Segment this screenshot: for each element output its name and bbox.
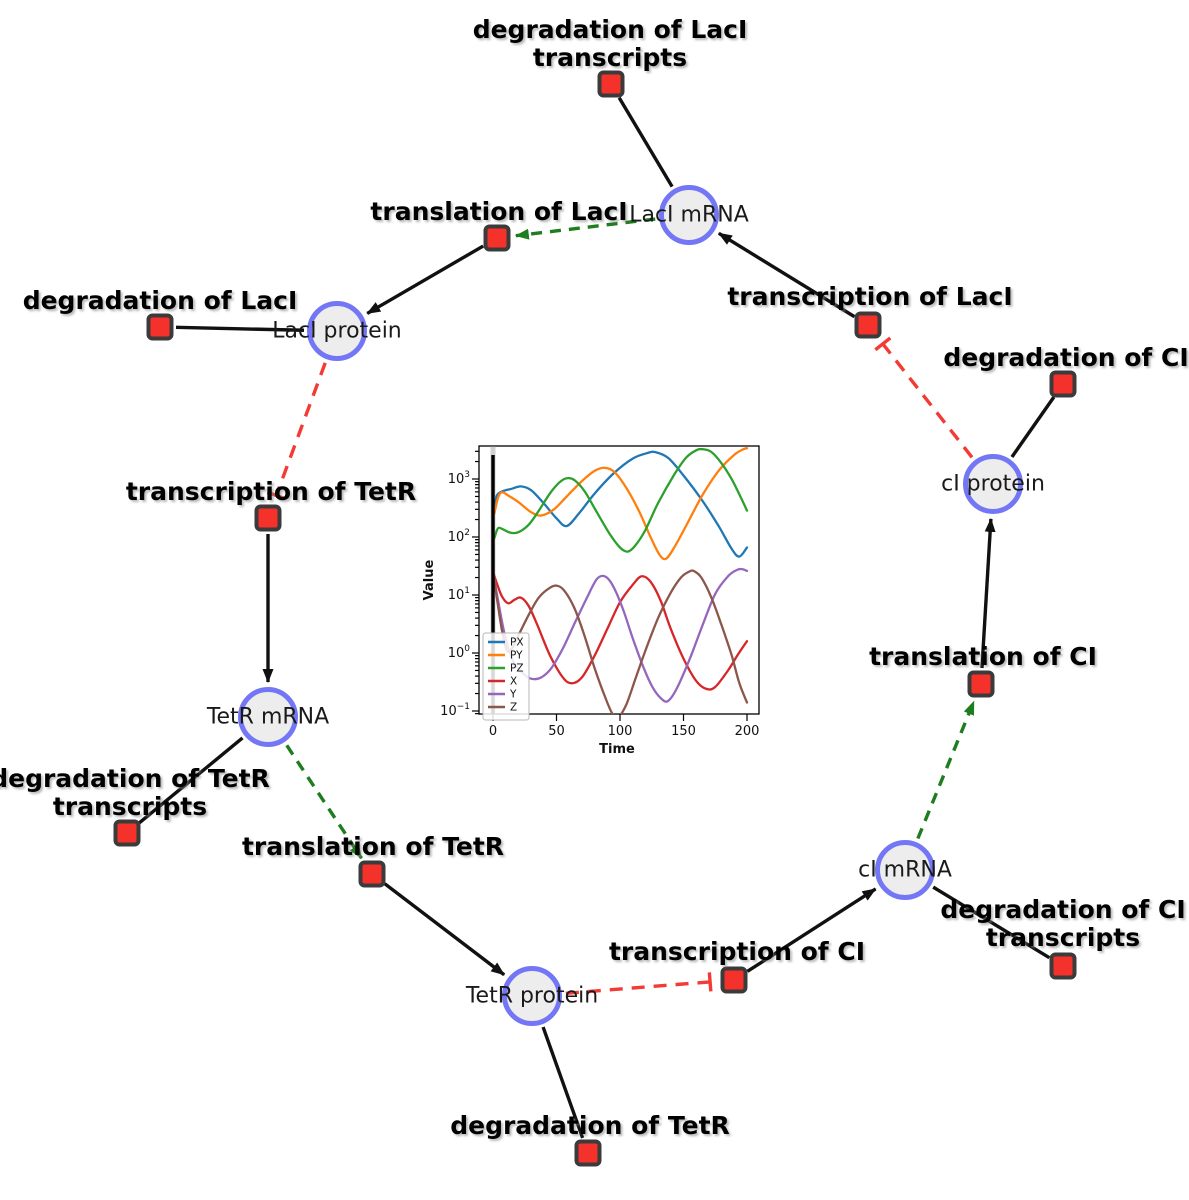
reaction-label-transcription-ci: transcription of CI [609, 938, 865, 966]
series-curve-PX [493, 450, 749, 558]
species-label-laci-mrna: LacI mRNA [629, 202, 749, 228]
reaction-label-degradation-ci: degradation of CI [943, 344, 1188, 372]
reaction-node-transcription-ci[interactable] [720, 966, 748, 994]
reaction-label-translation-tetr: translation of TetR [242, 833, 504, 861]
reaction-node-degradation-ci[interactable] [1049, 370, 1077, 398]
species-label-tetr-protein: TetR protein [465, 983, 599, 1009]
reaction-label-degradation-laci-transcripts: degradation of LacI transcripts [473, 16, 748, 72]
edge-consumption-laci-mrna-to-degradation-laci-transcripts [617, 96, 674, 188]
edge-consumption-ci-mrna-to-degradation-ci-transcripts [932, 885, 1051, 960]
reaction-label-line: degradation of LacI [472, 15, 748, 44]
reaction-label-transcription-laci: transcription of LacI [727, 283, 1012, 311]
reaction-label-translation-ci: translation of CI [869, 643, 1097, 671]
y-tick-label: 103 [448, 470, 470, 487]
reaction-node-transcription-tetr[interactable] [254, 504, 282, 532]
reaction-node-degradation-tetr[interactable] [574, 1139, 602, 1167]
reaction-label-line: degradation of CI [943, 343, 1189, 372]
edge-activation-tetr-mrna-to-translation-tetr [285, 744, 363, 860]
reaction-label-transcription-tetr: transcription of TetR [126, 478, 416, 506]
species-node-tetr-protein[interactable] [502, 966, 562, 1026]
reaction-label-degradation-tetr: degradation of TetR [450, 1112, 730, 1140]
edge-consumption-tetr-mrna-to-degradation-tetr-transcripts [138, 736, 244, 825]
inhibition-tee-tetr-protein [707, 972, 713, 992]
x-tick-label: 100 [608, 724, 633, 739]
inhibition-tee-laci-protein [266, 490, 286, 501]
reaction-label-line: degradation of TetR [0, 764, 270, 793]
reaction-label-line: translation of CI [869, 642, 1097, 671]
y-tick-label: 100 [448, 644, 471, 661]
reaction-label-line: transcription of LacI [727, 282, 1013, 311]
x-tick-label: 200 [735, 724, 760, 739]
reaction-label-line: degradation of TetR [450, 1111, 730, 1140]
reaction-label-line: transcription of TetR [125, 477, 417, 506]
legend-label-Z: Z [510, 702, 517, 714]
legend-label-Y: Y [509, 689, 517, 701]
species-node-ci-protein[interactable] [963, 454, 1023, 514]
series-curve-PZ [493, 447, 749, 553]
reaction-label-translation-laci: translation of LacI [370, 198, 627, 226]
reaction-label-line: translation of LacI [370, 197, 628, 226]
species-node-ci-mrna[interactable] [875, 840, 935, 900]
reaction-label-degradation-ci-transcripts: degradation of CI transcripts [940, 896, 1185, 952]
species-node-tetr-mrna[interactable] [238, 687, 298, 747]
reaction-node-degradation-tetr-transcripts[interactable] [113, 819, 141, 847]
edge-consumption-tetr-protein-to-degradation-tetr [541, 1026, 585, 1139]
species-node-laci-protein[interactable] [307, 301, 367, 361]
edge-production-translation-tetr-to-tetr-protein [383, 882, 506, 977]
reaction-label-line: transcripts [985, 923, 1141, 952]
reaction-node-translation-tetr[interactable] [358, 860, 386, 888]
edge-activation-ci-mrna-to-translation-ci [916, 700, 976, 840]
x-tick-label: 0 [489, 724, 497, 739]
species-node-laci-mrna[interactable] [659, 185, 719, 245]
y-tick-label: 102 [448, 528, 470, 545]
series-curve-PY [493, 447, 749, 561]
reaction-label-line: translation of TetR [241, 832, 505, 861]
y-tick-label: 101 [448, 586, 470, 603]
reaction-node-transcription-laci[interactable] [854, 311, 882, 339]
edge-production-translation-laci-to-laci-protein [366, 244, 485, 315]
x-tick-label: 150 [671, 724, 696, 739]
reaction-label-line: transcripts [532, 43, 688, 72]
legend-label-PX: PX [510, 637, 524, 649]
edge-consumption-laci-protein-to-degradation-laci [175, 325, 305, 332]
y-axis-label: Value [422, 559, 437, 600]
reaction-node-translation-laci[interactable] [483, 224, 511, 252]
species-label-ci-protein: cI protein [941, 471, 1045, 497]
edge-production-transcription-laci-to-laci-mrna [717, 231, 856, 319]
reaction-label-line: transcription of CI [608, 937, 866, 966]
edge-inhibition-laci-protein-to-transcription-tetr [274, 362, 327, 497]
reaction-node-degradation-laci-transcripts[interactable] [597, 70, 625, 98]
reaction-label-degradation-laci: degradation of LacI [23, 287, 298, 315]
x-tick-label: 50 [548, 724, 565, 739]
reaction-node-translation-ci[interactable] [967, 670, 995, 698]
edge-production-translation-ci-to-ci-protein [980, 517, 996, 669]
legend-label-PZ: PZ [510, 663, 524, 675]
reaction-label-degradation-tetr-transcripts: degradation of TetR transcripts [0, 765, 270, 821]
legend-label-X: X [510, 676, 517, 688]
edge-production-transcription-ci-to-ci-mrna [746, 887, 877, 973]
reaction-label-line: degradation of CI [940, 895, 1186, 924]
edge-consumption-ci-protein-to-degradation-ci [1010, 396, 1056, 458]
legend-label-PY: PY [510, 650, 523, 662]
species-label-tetr-mrna: TetR mRNA [206, 704, 330, 730]
y-tick-label: 10−1 [440, 702, 470, 719]
reaction-node-degradation-ci-transcripts[interactable] [1049, 952, 1077, 980]
edge-inhibition-tetr-protein-to-transcription-ci [565, 980, 711, 996]
edge-activation-laci-mrna-to-translation-laci [514, 217, 656, 240]
species-label-ci-mrna: cI mRNA [858, 857, 952, 883]
inhibition-tee-ci-protein [874, 336, 892, 352]
reaction-label-line: transcripts [52, 792, 208, 821]
x-axis-label: Time [599, 742, 635, 757]
species-label-laci-protein: LacI protein [272, 318, 402, 344]
reaction-label-line: degradation of LacI [22, 286, 298, 315]
series-curve-X [491, 570, 749, 691]
reaction-node-degradation-laci[interactable] [146, 313, 174, 341]
edge-inhibition-ci-protein-to-transcription-laci [881, 342, 974, 459]
